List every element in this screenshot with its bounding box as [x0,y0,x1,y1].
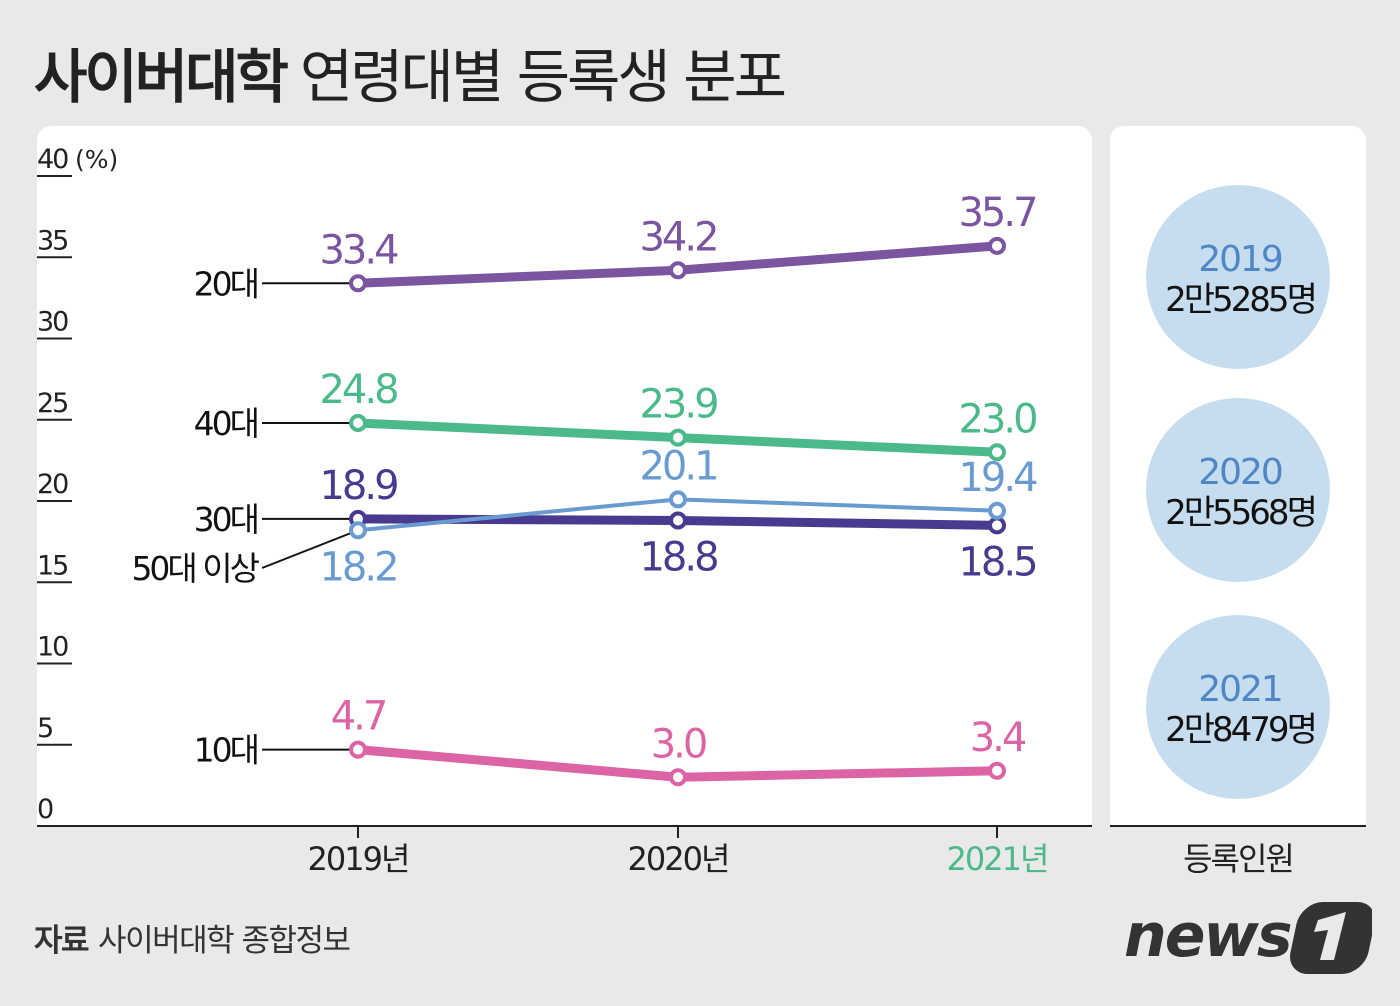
source-label: 자료 [34,923,90,959]
data-point [349,740,367,759]
data-point [988,761,1006,780]
y-tick-label: 0 [37,794,53,825]
data-label: 18.5 [958,539,1035,585]
data-label: 19.4 [958,455,1037,501]
y-axis-unit: (%) [75,145,118,174]
data-point [988,236,1006,255]
series-name-label: 50대 이상 [131,549,259,588]
data-point [669,511,687,530]
series-name-label: 30대 [194,500,257,539]
count-value: 2만5285명 [1165,280,1315,320]
y-tick-label: 5 [37,713,52,744]
data-point [349,414,367,432]
data-label: 23.9 [639,382,717,428]
data-label: 4.7 [331,694,386,740]
data-point [349,521,367,540]
data-point [669,261,687,280]
source: 자료 사이버대학 종합정보 [34,915,351,960]
data-point [669,490,687,509]
data-label: 20.1 [639,443,716,489]
news1-logo: news [1124,901,1372,974]
data-point [988,501,1006,520]
count-value: 2만8479명 [1165,710,1315,750]
source-text: 사이버대학 종합정보 [98,923,351,959]
data-point [988,516,1006,535]
data-label: 18.8 [639,535,717,581]
title-bold: 사이버대학 [34,43,289,111]
data-label: 33.4 [319,227,398,273]
y-tick-label: 40 [37,144,68,175]
chart-panel [37,126,1092,846]
series-name-label: 40대 [194,404,257,443]
panel-bottom-mask [30,827,1370,857]
data-label: 3.4 [970,715,1026,761]
x-tick-label: 2021년 [947,840,1048,878]
y-tick-label: 35 [37,225,67,256]
count-year: 2020 [1198,452,1282,493]
data-point [669,428,687,447]
count-value: 2만5568명 [1165,493,1315,533]
side-panel-label: 등록인원 [1183,840,1293,878]
count-year: 2021 [1198,669,1282,710]
data-point [988,443,1006,462]
count-circle [1146,615,1330,799]
data-label: 23.0 [958,396,1036,442]
y-tick-label: 25 [37,388,67,419]
data-label: 34.2 [639,214,716,260]
series-name-label: 10대 [194,731,257,770]
count-circle [1146,398,1330,582]
svg-text:news: news [1124,901,1291,971]
data-point [349,274,367,293]
data-label: 3.0 [651,721,706,767]
x-tick-label: 2019년 [308,840,409,878]
chart-title: 사이버대학 연령대별 등록생 분포 [34,30,787,114]
x-tick-label: 2020년 [628,840,729,878]
data-label: 18.2 [319,544,396,590]
series-connector [261,529,359,569]
data-label: 35.7 [958,190,1036,236]
y-tick-label: 30 [37,307,68,338]
count-circle [1146,185,1330,369]
title-rest: 연령대별 등록생 분포 [299,43,787,111]
count-year: 2019 [1198,239,1282,280]
y-tick-label: 15 [37,550,67,581]
y-tick-label: 20 [37,469,68,500]
series-name-label: 20대 [194,264,257,303]
y-tick-label: 10 [37,632,68,663]
data-label: 18.9 [319,463,397,509]
data-label: 24.8 [319,367,397,413]
data-point [669,768,687,787]
